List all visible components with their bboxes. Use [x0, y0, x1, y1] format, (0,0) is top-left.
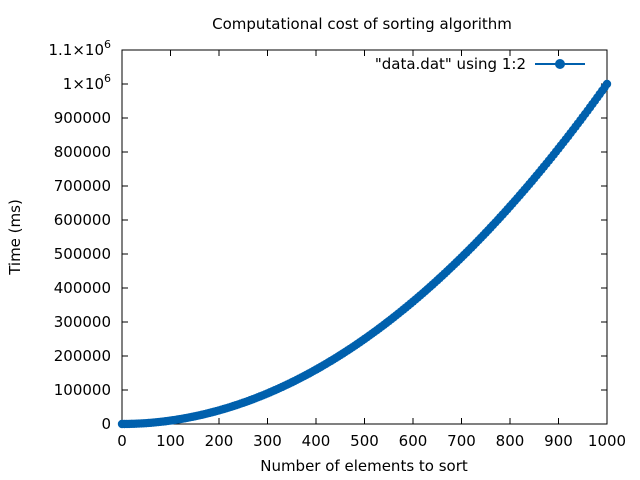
y-tick-label-base: 1×10 — [63, 75, 104, 93]
legend: "data.dat" using 1:2 — [375, 55, 585, 73]
x-tick-label: 500 — [350, 432, 379, 450]
y-tick-label: 1.1×106 — [48, 38, 111, 59]
y-axis: 0 100000 200000 300000 400000 500000 600000 700… — [48, 38, 607, 433]
x-tick-label: 200 — [205, 432, 234, 450]
x-tick-label: 0 — [117, 432, 127, 450]
y-tick-label: 300000 — [54, 313, 111, 331]
y-tick-label: 800000 — [54, 143, 111, 161]
y-tick-label: 100000 — [54, 381, 111, 399]
y-tick-label-exponent: 6 — [104, 38, 111, 51]
y-tick-label: 500000 — [54, 245, 111, 263]
x-axis: 0 100 200 300 400 500 600 700 800 900 1000 — [117, 50, 626, 450]
chart-title: Computational cost of sorting algorithm — [212, 15, 512, 33]
x-tick-label: 600 — [399, 432, 428, 450]
y-tick-label-base: 1.1×10 — [48, 41, 104, 59]
x-tick-label: 700 — [447, 432, 476, 450]
x-tick-label: 900 — [544, 432, 573, 450]
x-tick-label: 400 — [302, 432, 331, 450]
y-tick-label: 200000 — [54, 347, 111, 365]
legend-label: "data.dat" using 1:2 — [375, 55, 526, 73]
x-tick-label: 300 — [253, 432, 282, 450]
x-tick-label: 1000 — [588, 432, 626, 450]
series-line — [121, 83, 608, 425]
plot-frame — [121, 49, 608, 425]
y-tick-label: 0 — [101, 415, 111, 433]
legend-marker — [555, 59, 565, 69]
y-tick-label: 600000 — [54, 211, 111, 229]
y-tick-label: 900000 — [54, 109, 111, 127]
y-tick-label: 1×106 — [63, 72, 111, 93]
y-tick-label-exponent: 6 — [104, 72, 111, 85]
y-axis-label: Time (ms) — [6, 199, 24, 276]
x-axis-label: Number of elements to sort — [260, 457, 468, 475]
data-point — [602, 79, 612, 89]
y-tick-label: 700000 — [54, 177, 111, 195]
x-tick-label: 800 — [496, 432, 525, 450]
y-tick-label: 400000 — [54, 279, 111, 297]
series-layer — [117, 79, 612, 429]
x-tick-label: 100 — [156, 432, 185, 450]
